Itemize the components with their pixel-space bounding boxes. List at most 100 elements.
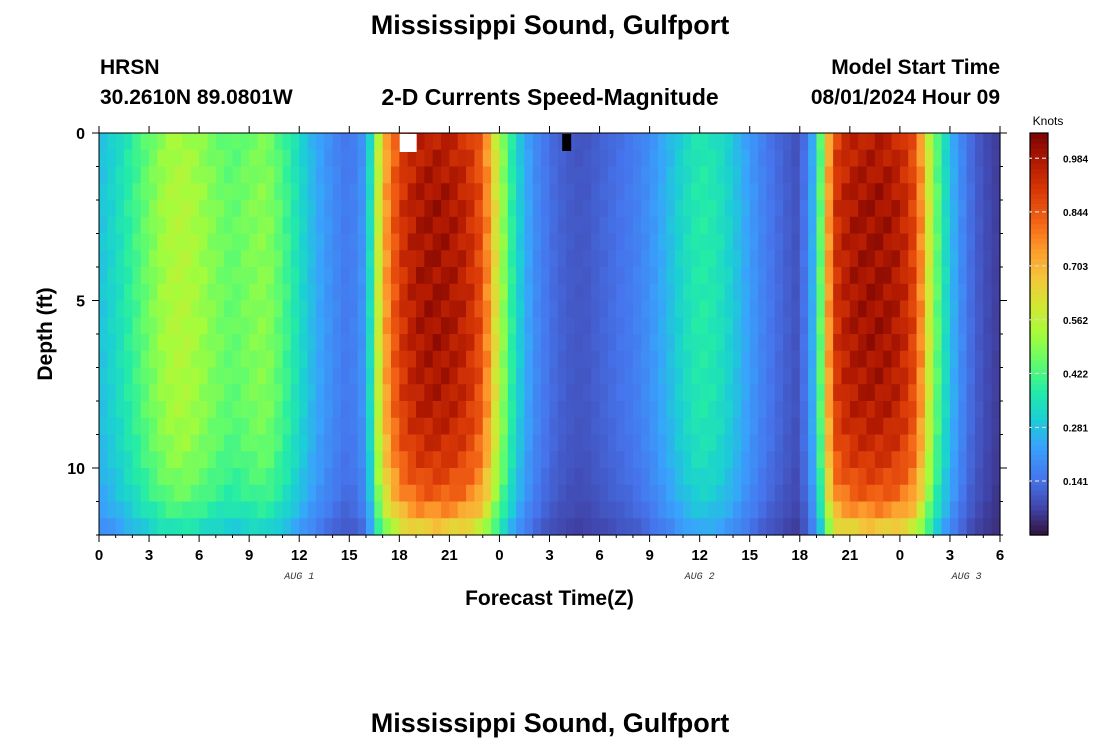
heatmap-cell <box>758 334 767 352</box>
heatmap-cell <box>657 501 667 519</box>
heatmap-cell <box>315 233 325 251</box>
heatmap-cell <box>507 317 517 335</box>
heatmap-cell <box>265 334 275 352</box>
heatmap-cell <box>190 183 200 201</box>
heatmap-cell <box>549 451 559 469</box>
heatmap-cell <box>841 216 851 235</box>
heatmap-cell <box>966 166 976 184</box>
heatmap-cell <box>891 200 901 218</box>
heatmap-cell <box>432 166 442 184</box>
heatmap-cell <box>766 250 776 268</box>
heatmap-cell <box>841 267 851 285</box>
heatmap-cell <box>816 317 826 335</box>
heatmap-cell <box>816 233 826 251</box>
heatmap-cell <box>799 133 809 151</box>
heatmap-cell <box>449 417 459 436</box>
heatmap-cell <box>399 317 409 335</box>
heatmap-cell <box>808 434 818 452</box>
heatmap-cell <box>274 384 284 402</box>
heatmap-cell <box>124 300 133 318</box>
heatmap-cell <box>858 166 868 184</box>
heatmap-cell <box>808 216 818 235</box>
heatmap-cell <box>866 283 876 302</box>
heatmap-cell <box>249 149 259 168</box>
heatmap-cell <box>307 183 317 201</box>
heatmap-cell <box>457 468 467 486</box>
heatmap-cell <box>883 166 893 184</box>
heatmap-cell <box>532 166 542 184</box>
heatmap-cell <box>758 250 767 268</box>
heatmap-cell <box>524 133 534 151</box>
heatmap-cell <box>190 166 200 184</box>
heatmap-cell <box>666 334 676 352</box>
heatmap-cell <box>749 250 759 268</box>
heatmap-cell <box>290 367 300 385</box>
heatmap-cell <box>657 283 667 302</box>
heatmap-cell <box>290 384 300 402</box>
heatmap-cell <box>949 166 959 184</box>
heatmap-cell <box>924 384 934 402</box>
heatmap-cell <box>824 350 834 369</box>
heatmap-cell <box>916 334 926 352</box>
heatmap-cell <box>591 367 601 385</box>
heatmap-cell <box>524 300 534 318</box>
heatmap-cell <box>340 334 350 352</box>
heatmap-cell <box>924 216 934 235</box>
heatmap-cell <box>941 149 951 168</box>
heatmap-cell <box>340 350 350 369</box>
heatmap-cell <box>357 484 367 503</box>
heatmap-cell <box>357 233 367 251</box>
heatmap-cell <box>949 468 959 486</box>
heatmap-cell <box>182 267 192 285</box>
heatmap-cell <box>532 367 542 385</box>
heatmap-cell <box>157 200 167 218</box>
heatmap-cell <box>624 250 634 268</box>
heatmap-cell <box>357 501 367 519</box>
heatmap-cell <box>758 451 767 469</box>
heatmap-cell <box>340 216 350 235</box>
heatmap-cell <box>833 166 843 184</box>
heatmap-cell <box>132 451 142 469</box>
heatmap-cell <box>107 501 117 519</box>
heatmap-cell <box>991 149 1001 168</box>
heatmap-cell <box>949 518 959 536</box>
heatmap-cell <box>332 484 342 503</box>
heatmap-cell <box>557 233 567 251</box>
heatmap-cell <box>399 501 409 519</box>
heatmap-cell <box>966 149 976 168</box>
heatmap-cell <box>641 451 651 469</box>
heatmap-cell <box>124 484 133 503</box>
heatmap-cell <box>699 133 709 151</box>
heatmap-cell <box>165 484 175 503</box>
heatmap-cell <box>532 200 542 218</box>
heatmap-cell <box>482 149 492 168</box>
heatmap-cell <box>324 216 334 235</box>
heatmap-cell <box>532 267 542 285</box>
heatmap-cell <box>149 233 158 251</box>
heatmap-cell <box>574 133 584 151</box>
heatmap-cell <box>524 468 534 486</box>
heatmap-cell <box>657 317 667 335</box>
heatmap-cell <box>140 401 150 419</box>
heatmap-cell <box>407 183 417 201</box>
heatmap-cell <box>699 166 709 184</box>
heatmap-cell <box>791 401 801 419</box>
colorbar-swatch <box>1030 293 1048 300</box>
heatmap-cell <box>499 451 509 469</box>
heatmap-cell <box>624 367 634 385</box>
heatmap-cell <box>716 317 726 335</box>
colorbar-swatch <box>1030 243 1048 250</box>
heatmap-cell <box>607 250 617 268</box>
heatmap-cell <box>382 434 392 452</box>
heatmap-cell <box>441 149 450 168</box>
heatmap-cell <box>791 267 801 285</box>
heatmap-cell <box>624 434 634 452</box>
heatmap-cell <box>849 401 859 419</box>
heatmap-cell <box>499 200 509 218</box>
heatmap-cell <box>974 183 984 201</box>
heatmap-cell <box>532 501 542 519</box>
heatmap-cell <box>340 468 350 486</box>
heatmap-cell <box>466 350 476 369</box>
heatmap-cell <box>616 300 626 318</box>
heatmap-cell <box>416 367 425 385</box>
